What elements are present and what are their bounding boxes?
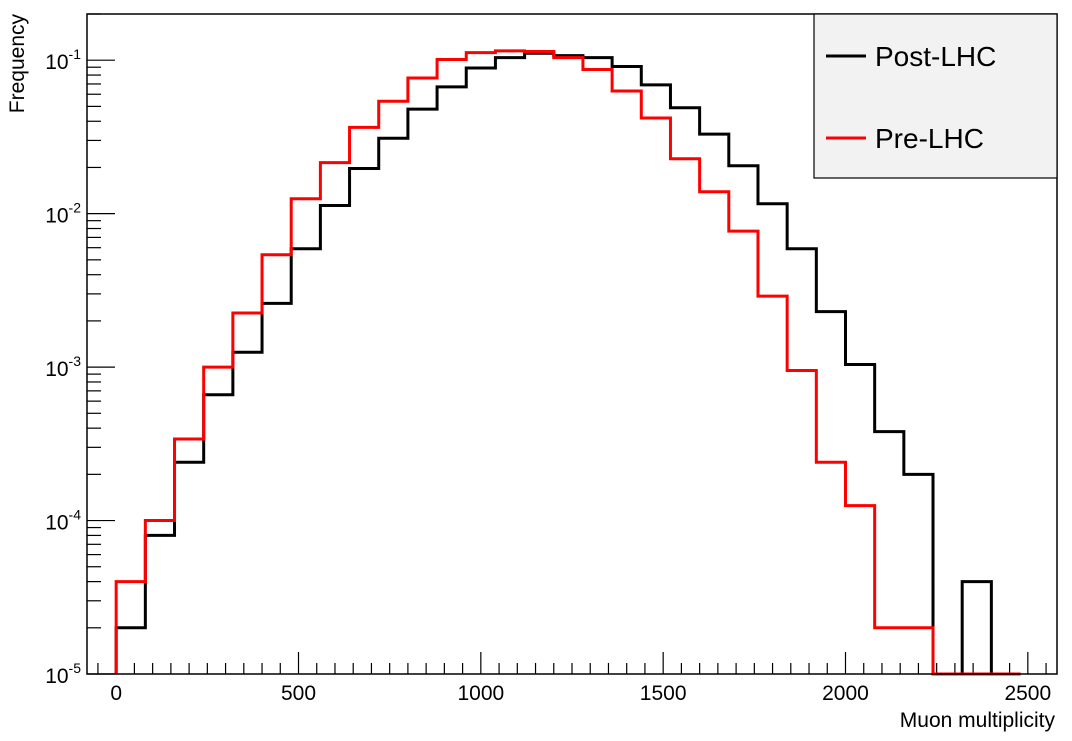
x-tick-label: 1000 bbox=[457, 682, 504, 705]
plot-frame bbox=[86, 13, 1058, 675]
y-tick-label: 10-3 bbox=[45, 353, 81, 381]
x-tick-label: 0 bbox=[110, 682, 122, 705]
y-axis-label: Frequency bbox=[6, 14, 29, 114]
axes-group: 0 500 1000 1500 2000 2500 10-5 10-4 10-3 10-2 10-1 bbox=[45, 13, 1051, 705]
series-group bbox=[114, 49, 1021, 676]
legend-box bbox=[813, 13, 1058, 179]
frame-group bbox=[86, 13, 1058, 675]
x-tick-label: 2000 bbox=[822, 682, 869, 705]
x-tick-label: 500 bbox=[281, 682, 316, 705]
y-tick-label: 10-1 bbox=[45, 46, 81, 74]
y-tick-label: 10-2 bbox=[45, 200, 81, 228]
y-tick-label: 10-5 bbox=[45, 660, 81, 688]
y-tick-label: 10-4 bbox=[45, 507, 81, 535]
x-tick-label: 2500 bbox=[1004, 682, 1051, 705]
legend-label: Post-LHC bbox=[875, 41, 996, 72]
legend-label: Pre-LHC bbox=[875, 123, 984, 154]
x-axis-label: Muon multiplicity bbox=[900, 709, 1056, 732]
x-tick-label: 1500 bbox=[640, 682, 687, 705]
axis-labels-group: Muon multiplicity Frequency bbox=[6, 14, 1055, 732]
series-line-pre-lhc bbox=[114, 49, 1021, 676]
legend: Post-LHC Pre-LHC bbox=[813, 13, 1058, 179]
